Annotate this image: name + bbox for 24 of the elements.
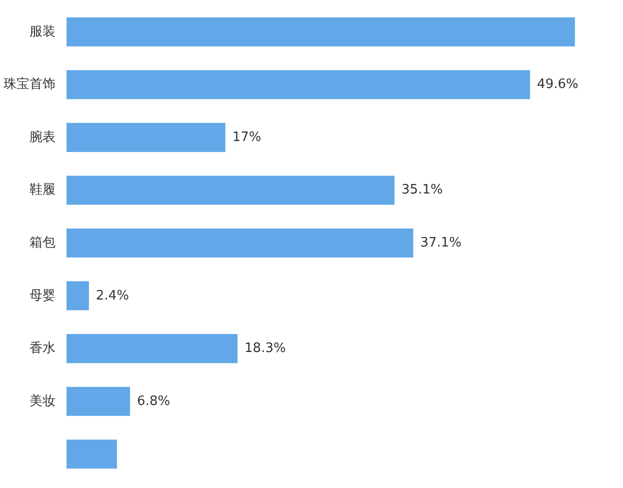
data-label: 49.6% <box>537 77 578 92</box>
data-label: 17% <box>232 130 262 145</box>
bar <box>66 70 530 100</box>
y-tick-label: 鞋履 <box>30 182 56 198</box>
y-tick-label: 母婴 <box>30 288 56 304</box>
bar <box>66 176 395 205</box>
y-tick-label: 香水 <box>30 341 56 356</box>
bar <box>66 228 414 258</box>
bar <box>66 17 575 46</box>
data-label: 35.1% <box>402 182 443 198</box>
y-tick-label: 美妆 <box>30 392 56 409</box>
data-label: 6.8% <box>137 394 170 409</box>
data-label: 37.1% <box>420 236 462 250</box>
data-label: 2.4% <box>96 288 129 304</box>
bar <box>66 122 226 152</box>
y-tick-label: 服装 <box>30 24 56 40</box>
y-tick-label: 箱包 <box>30 236 56 250</box>
bar <box>66 334 238 364</box>
bar <box>66 281 89 310</box>
y-tick-label: 珠宝首饰 <box>4 76 56 92</box>
data-label: 18.3% <box>244 341 286 356</box>
bar <box>66 386 130 416</box>
y-tick-label: 腕表 <box>30 130 56 145</box>
bar <box>66 440 117 469</box>
